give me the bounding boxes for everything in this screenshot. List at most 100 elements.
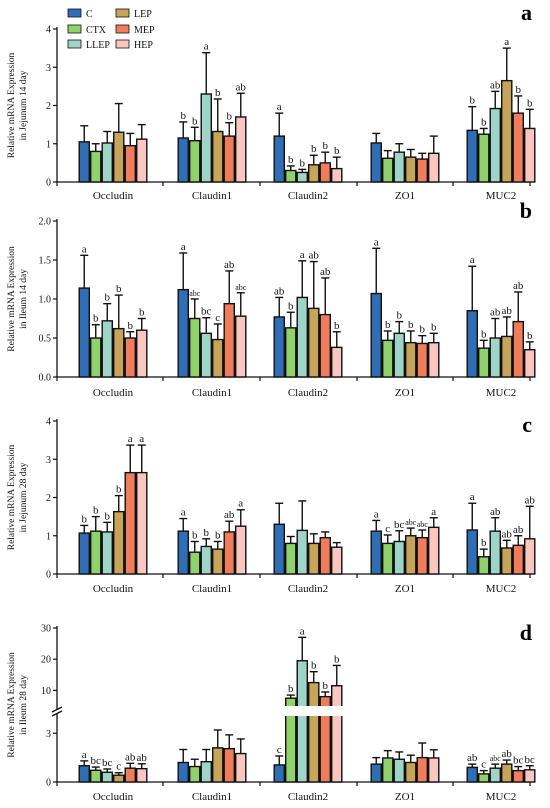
bar-LLEP-ZO1 xyxy=(393,332,406,378)
bar-MEP-ZO1 xyxy=(416,342,429,378)
y-axis-label-line: in Ileum 14 day xyxy=(19,269,29,329)
significance-label: ab xyxy=(502,748,513,760)
bar-CTX-ZO1 xyxy=(382,339,394,378)
category-label: ZO1 xyxy=(395,387,415,399)
significance-label: ab xyxy=(502,305,513,317)
category-label: MUC2 xyxy=(486,387,517,399)
significance-label: b xyxy=(128,320,134,332)
bar-C-Claudin1 xyxy=(177,761,189,783)
bar-MEP-Claudin2 xyxy=(319,313,332,378)
bar-CTX-MUC2 xyxy=(478,133,490,183)
bar-HEP-Claudin1 xyxy=(234,752,247,783)
bar-C-MUC2 xyxy=(466,129,479,183)
category-label: Claudin2 xyxy=(288,387,328,399)
category-label: Claudin2 xyxy=(288,583,328,595)
significance-label: a xyxy=(470,254,475,266)
bar-HEP-MUC2 xyxy=(524,769,536,783)
y-tick-label: 4 xyxy=(46,417,51,428)
bar-MEP-Occludin xyxy=(124,767,136,783)
bar-LEP-Occludin xyxy=(112,131,125,183)
bar-CTX-Claudin2 xyxy=(285,697,297,783)
bar-LEP-Occludin xyxy=(112,327,125,378)
y-tick-label: 0.0 xyxy=(39,373,52,384)
bar-C-Claudin1 xyxy=(177,530,189,575)
significance-label: b xyxy=(334,320,340,332)
bar-CTX-Claudin2 xyxy=(285,542,297,575)
significance-label: bc xyxy=(525,754,536,766)
bar-MEP-MUC2 xyxy=(512,769,525,783)
bar-LLEP-Occludin xyxy=(101,142,113,183)
bar-LEP-Claudin2 xyxy=(308,542,320,575)
y-tick-label: 30 xyxy=(41,624,51,635)
bar-HEP-Claudin2 xyxy=(331,546,343,575)
significance-label: b xyxy=(105,510,111,522)
bar-LLEP-MUC2 xyxy=(489,767,502,783)
panel-letter: a xyxy=(521,0,532,25)
legend-label-HEP: HEP xyxy=(134,40,153,51)
bar-C-Occludin xyxy=(78,287,90,378)
significance-label: b xyxy=(192,115,198,127)
significance-label: bc xyxy=(102,757,113,769)
bar-CTX-Claudin1 xyxy=(188,765,201,783)
significance-label: b xyxy=(516,84,522,96)
significance-label: a xyxy=(374,236,379,248)
y-tick-label: 3 xyxy=(46,63,51,74)
bar-LLEP-ZO1 xyxy=(393,758,406,783)
legend-swatch-LEP xyxy=(115,8,130,18)
bar-HEP-ZO1 xyxy=(428,341,440,378)
category-label: Claudin1 xyxy=(192,583,232,595)
significance-label: b xyxy=(116,484,122,496)
legend-swatch-MEP xyxy=(115,24,130,34)
panel-letter: b xyxy=(520,198,532,223)
bar-HEP-MUC2 xyxy=(524,538,536,575)
significance-label: b xyxy=(215,529,221,541)
category-label: Claudin1 xyxy=(192,791,232,803)
bar-C-MUC2 xyxy=(466,529,479,575)
bar-LEP-Occludin xyxy=(112,510,125,575)
bar-CTX-ZO1 xyxy=(382,757,394,783)
category-label: Occludin xyxy=(93,791,134,803)
bar-LEP-MUC2 xyxy=(501,547,513,575)
y-axis-label-line: in Jejunum 14 day xyxy=(19,70,29,140)
legend-label-CTX: CTX xyxy=(86,25,107,36)
bar-MEP-Claudin2 xyxy=(319,695,332,783)
bar-HEP-MUC2 xyxy=(524,349,536,378)
bar-CTX-Claudin1 xyxy=(188,317,201,378)
bar-LLEP-MUC2 xyxy=(489,337,502,378)
significance-label: a xyxy=(238,498,243,510)
bar-CTX-MUC2 xyxy=(478,347,490,378)
y-tick-label: 10 xyxy=(41,686,51,697)
significance-label: b xyxy=(227,111,233,123)
significance-label: b xyxy=(311,660,317,672)
significance-label: b xyxy=(82,513,88,525)
bar-LLEP-MUC2 xyxy=(489,530,502,575)
y-tick-label: 1 xyxy=(46,139,51,150)
significance-label: b xyxy=(527,97,533,109)
bar-LEP-Claudin1 xyxy=(211,130,224,183)
significance-label: ab xyxy=(320,266,331,278)
bar-LEP-MUC2 xyxy=(501,335,513,378)
bar-C-Occludin xyxy=(78,141,90,183)
bar-LLEP-Claudin1 xyxy=(200,93,212,183)
significance-label: b xyxy=(288,154,294,166)
category-label: ZO1 xyxy=(395,190,415,202)
significance-label: a xyxy=(139,433,144,445)
bar-HEP-Occludin xyxy=(135,138,148,183)
bar-CTX-Occludin xyxy=(89,530,102,575)
bar-LLEP-Occludin xyxy=(101,531,113,575)
bar-LEP-Claudin2 xyxy=(308,164,320,183)
bar-C-ZO1 xyxy=(370,763,383,783)
bar-LLEP-Occludin xyxy=(101,320,113,378)
y-tick-label: 0.5 xyxy=(39,334,52,345)
y-tick-label: 1 xyxy=(46,531,51,542)
bar-C-Claudin2 xyxy=(273,316,286,378)
category-label: Occludin xyxy=(93,387,134,399)
bar-MEP-ZO1 xyxy=(416,536,429,575)
significance-label: b xyxy=(288,683,294,695)
bar-C-Claudin2 xyxy=(273,135,286,183)
bar-MEP-Claudin2 xyxy=(319,536,332,575)
significance-label: a xyxy=(82,243,87,255)
category-label: Occludin xyxy=(93,583,134,595)
y-tick-label: 1.5 xyxy=(39,256,52,267)
bar-C-MUC2 xyxy=(466,766,479,783)
